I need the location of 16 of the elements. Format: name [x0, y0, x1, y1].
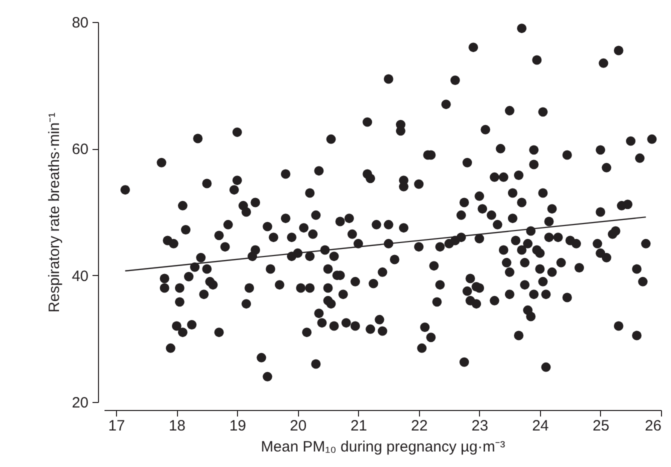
x-tick-label: 18	[168, 418, 186, 434]
x-tick-label: 22	[410, 418, 428, 434]
y-tick-label: 20	[72, 394, 88, 412]
y-axis-title: Respiratory rate breaths·min⁻¹	[46, 112, 63, 313]
x-tick-label: 26	[644, 418, 662, 434]
x-tick-label: 17	[108, 418, 125, 434]
x-tick-label: 23	[472, 418, 488, 434]
y-tick-label: 80	[72, 14, 88, 32]
y-tick-label: 40	[72, 268, 88, 285]
x-tick-label: 19	[229, 418, 246, 434]
x-tick-label: 24	[532, 418, 549, 434]
x-axis-title: Mean PM₁₀ during pregnancy µg·m⁻³	[260, 438, 506, 456]
y-tick-label: 60	[72, 141, 88, 158]
x-tick-label: 25	[592, 418, 610, 434]
x-tick-label: 20	[290, 418, 307, 434]
x-tick-label: 21	[350, 418, 368, 434]
